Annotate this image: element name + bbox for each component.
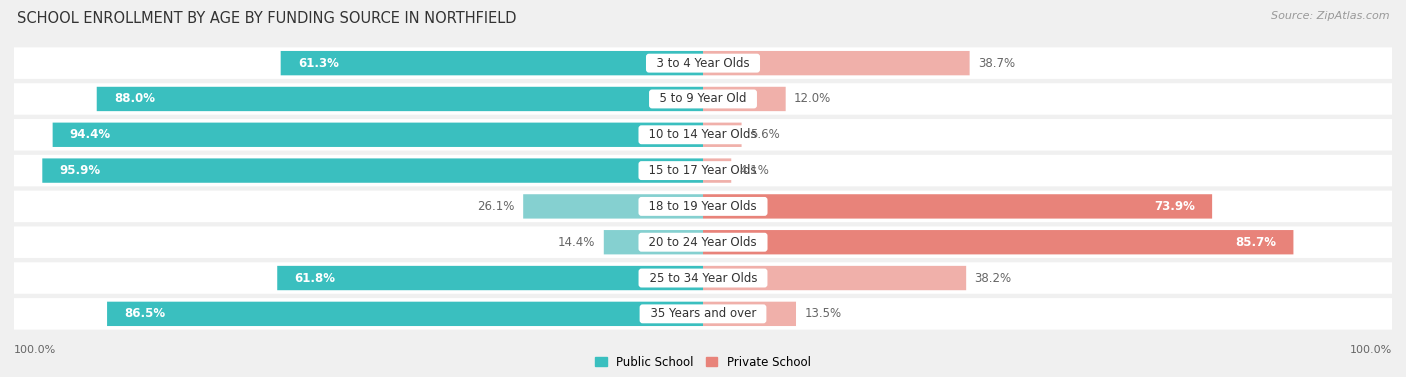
FancyBboxPatch shape	[703, 230, 1294, 254]
Text: 73.9%: 73.9%	[1154, 200, 1195, 213]
FancyBboxPatch shape	[281, 51, 703, 75]
Text: 35 Years and over: 35 Years and over	[643, 307, 763, 320]
FancyBboxPatch shape	[703, 123, 741, 147]
FancyBboxPatch shape	[14, 83, 1392, 115]
FancyBboxPatch shape	[703, 51, 970, 75]
Text: 95.9%: 95.9%	[59, 164, 101, 177]
Text: 4.1%: 4.1%	[740, 164, 769, 177]
FancyBboxPatch shape	[277, 266, 703, 290]
Text: 5 to 9 Year Old: 5 to 9 Year Old	[652, 92, 754, 106]
FancyBboxPatch shape	[703, 194, 1212, 219]
FancyBboxPatch shape	[14, 48, 1392, 79]
Text: 85.7%: 85.7%	[1236, 236, 1277, 249]
Text: 61.3%: 61.3%	[298, 57, 339, 70]
FancyBboxPatch shape	[14, 262, 1392, 294]
Text: 14.4%: 14.4%	[558, 236, 596, 249]
Text: 100.0%: 100.0%	[1350, 345, 1392, 356]
FancyBboxPatch shape	[14, 227, 1392, 258]
Text: 38.2%: 38.2%	[974, 271, 1011, 285]
Text: 86.5%: 86.5%	[124, 307, 166, 320]
Text: 100.0%: 100.0%	[14, 345, 56, 356]
FancyBboxPatch shape	[603, 230, 703, 254]
FancyBboxPatch shape	[42, 158, 703, 183]
FancyBboxPatch shape	[523, 194, 703, 219]
FancyBboxPatch shape	[14, 119, 1392, 150]
FancyBboxPatch shape	[703, 266, 966, 290]
Text: 15 to 17 Year Olds: 15 to 17 Year Olds	[641, 164, 765, 177]
FancyBboxPatch shape	[14, 191, 1392, 222]
Text: 88.0%: 88.0%	[114, 92, 155, 106]
FancyBboxPatch shape	[97, 87, 703, 111]
FancyBboxPatch shape	[703, 158, 731, 183]
FancyBboxPatch shape	[14, 298, 1392, 329]
Text: 61.8%: 61.8%	[294, 271, 336, 285]
Text: 20 to 24 Year Olds: 20 to 24 Year Olds	[641, 236, 765, 249]
Text: 26.1%: 26.1%	[478, 200, 515, 213]
Text: SCHOOL ENROLLMENT BY AGE BY FUNDING SOURCE IN NORTHFIELD: SCHOOL ENROLLMENT BY AGE BY FUNDING SOUR…	[17, 11, 516, 26]
FancyBboxPatch shape	[703, 87, 786, 111]
FancyBboxPatch shape	[52, 123, 703, 147]
Text: 5.6%: 5.6%	[749, 128, 779, 141]
FancyBboxPatch shape	[703, 302, 796, 326]
FancyBboxPatch shape	[14, 155, 1392, 186]
Text: 12.0%: 12.0%	[794, 92, 831, 106]
Text: 3 to 4 Year Olds: 3 to 4 Year Olds	[650, 57, 756, 70]
Text: 25 to 34 Year Olds: 25 to 34 Year Olds	[641, 271, 765, 285]
Text: 38.7%: 38.7%	[979, 57, 1015, 70]
Text: 13.5%: 13.5%	[804, 307, 841, 320]
Text: 18 to 19 Year Olds: 18 to 19 Year Olds	[641, 200, 765, 213]
Text: Source: ZipAtlas.com: Source: ZipAtlas.com	[1271, 11, 1389, 21]
FancyBboxPatch shape	[107, 302, 703, 326]
Text: 94.4%: 94.4%	[70, 128, 111, 141]
Legend: Public School, Private School: Public School, Private School	[595, 356, 811, 369]
Text: 10 to 14 Year Olds: 10 to 14 Year Olds	[641, 128, 765, 141]
